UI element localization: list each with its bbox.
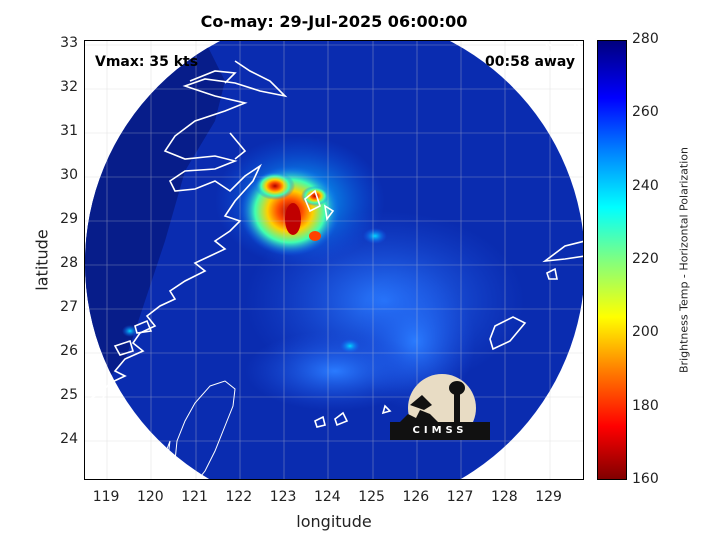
colorbar-label: Brightness Temp - Horizontal Polarizatio… (677, 147, 691, 373)
convective-cell (340, 339, 360, 353)
cold-core (285, 203, 301, 235)
x-tick-label: 119 (92, 489, 120, 505)
cimss-logo-text: CIMSS (412, 425, 468, 436)
x-tick-label: 122 (225, 489, 253, 505)
y-tick-label: 27 (60, 299, 78, 316)
y-tick-label: 26 (60, 343, 78, 360)
x-tick-label: 121 (181, 489, 208, 505)
x-tick-label: 129 (535, 489, 562, 505)
taiwan-coastline (155, 380, 236, 479)
coastline (85, 41, 583, 428)
x-tick-label: 124 (313, 489, 341, 505)
x-tick-label: 120 (136, 489, 164, 505)
colorbar-tick-label: 260 (632, 104, 659, 121)
y-tick-label: 32 (60, 79, 78, 96)
y-tick-label: 28 (60, 255, 78, 272)
y-axis-label: latitude (32, 229, 52, 291)
convective-cell (363, 228, 387, 244)
brightness-temp-map (85, 41, 583, 479)
colorbar (597, 40, 627, 480)
x-axis-label: longitude (296, 512, 372, 531)
colorbar-tick-label: 280 (632, 31, 659, 47)
convective-cell (301, 186, 329, 206)
time-away-label: 00:58 away (485, 54, 575, 70)
x-tick-label: 126 (402, 489, 430, 505)
colorbar-tick-label: 220 (632, 251, 659, 267)
colorbar-tick-label: 240 (632, 177, 659, 194)
colorbar-tick-label: 200 (632, 324, 659, 341)
x-tick-label: 123 (269, 489, 297, 505)
cimss-logo (390, 374, 490, 440)
plot-title: Co-may: 29-Jul-2025 06:00:00 (200, 12, 468, 31)
y-tick-label: 33 (60, 35, 78, 52)
rain-band-southwest (245, 331, 425, 411)
x-tick-label: 128 (490, 489, 518, 505)
convective-cell (122, 325, 138, 337)
y-tick-label: 25 (60, 387, 78, 404)
x-tick-label: 127 (446, 489, 474, 505)
y-tick-label: 30 (60, 167, 78, 184)
y-tick-label: 24 (60, 431, 78, 448)
map-grid (85, 41, 583, 479)
x-tick-label: 125 (358, 489, 385, 505)
y-tick-label: 29 (60, 211, 78, 228)
y-tick-label: 31 (60, 123, 78, 140)
convective-cell (255, 172, 295, 200)
colorbar-tick-label: 180 (632, 397, 659, 414)
convective-cell (309, 231, 321, 241)
colorbar-tick-label: 160 (632, 471, 659, 487)
map-plot-area: Vmax: 35 kts 00:58 away (84, 40, 584, 480)
vmax-label: Vmax: 35 kts (95, 54, 199, 70)
